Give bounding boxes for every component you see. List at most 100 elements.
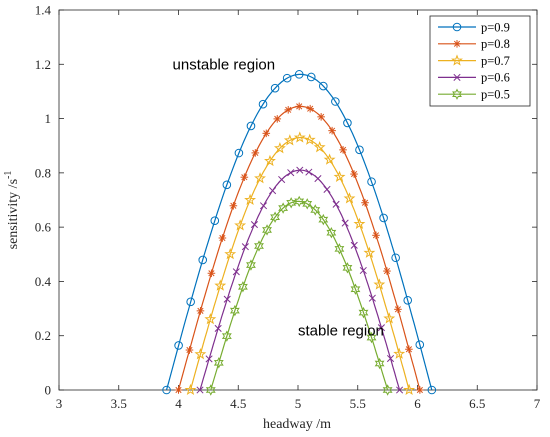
data-point-marker: [416, 386, 424, 394]
data-point-marker: [294, 195, 305, 208]
legend-marker: [453, 73, 461, 81]
cross-stroke: [223, 295, 231, 303]
cross-stroke: [332, 200, 340, 208]
asterisk-stroke: [372, 232, 380, 239]
y-tick-label: 0: [45, 383, 52, 398]
data-point-marker: [223, 295, 231, 303]
cross-stroke: [453, 73, 461, 81]
data-point-marker: [210, 216, 220, 225]
data-point-marker: [405, 345, 413, 354]
cross-stroke: [323, 185, 331, 193]
data-point-marker: [234, 148, 244, 158]
annotation-unstable-region: unstable region: [173, 57, 276, 74]
y-axis-label: sensitivity /s-1: [3, 171, 21, 250]
data-point-marker: [427, 385, 437, 395]
data-point-marker: [282, 73, 292, 83]
x-tick-label: 6: [414, 396, 421, 411]
data-point-marker: [214, 279, 227, 291]
x-tick-label: 5: [295, 396, 302, 411]
data-point-marker: [273, 142, 286, 154]
legend-entry: p=0.8: [438, 37, 510, 51]
data-point-marker: [355, 145, 364, 155]
data-point-marker: [296, 166, 304, 174]
legend-label: p=0.8: [481, 37, 510, 51]
data-point-marker: [254, 240, 264, 252]
data-point-marker: [314, 175, 322, 183]
legend-entry: p=0.5: [438, 88, 510, 102]
x-tick-label: 3.5: [111, 396, 127, 411]
cross-stroke: [250, 221, 258, 229]
data-point-marker: [258, 99, 268, 109]
data-point-marker: [359, 266, 367, 275]
data-point-marker: [334, 243, 345, 255]
data-point-marker: [222, 180, 232, 190]
data-point-marker: [383, 312, 396, 324]
cross-stroke: [377, 324, 385, 332]
series-line: [210, 200, 389, 391]
cross-stroke: [368, 294, 376, 302]
data-point-marker: [262, 129, 271, 138]
data-point-marker: [323, 185, 331, 193]
cross-stroke: [305, 168, 313, 176]
data-point-marker: [251, 149, 260, 157]
data-point-marker: [361, 198, 369, 207]
data-point-marker: [372, 231, 380, 240]
data-point-marker: [305, 168, 313, 176]
series-p-0-5: [205, 195, 393, 396]
legend-entry: p=0.9: [438, 20, 510, 34]
data-point-marker: [278, 175, 286, 184]
legend-label: p=0.6: [481, 71, 510, 85]
data-point-marker: [287, 169, 295, 177]
legend-marker: [452, 88, 462, 100]
data-point-marker: [350, 241, 358, 249]
data-point-marker: [186, 297, 195, 307]
data-point-marker: [254, 172, 266, 184]
data-point-marker: [303, 133, 316, 145]
data-point-marker: [224, 247, 237, 260]
x-tick-label: 4.5: [230, 396, 246, 411]
data-point-marker: [218, 234, 227, 242]
data-point-marker: [317, 113, 325, 121]
y-tick-label: 0.6: [35, 220, 52, 235]
legend: p=0.9 p=0.8 p=0.7 p=0.6 p=0.5: [429, 15, 531, 107]
asterisk-stroke: [219, 234, 226, 242]
y-tick-label: 1: [45, 111, 52, 126]
asterisk-stroke: [252, 149, 259, 156]
data-point-marker: [214, 324, 222, 332]
data-point-marker: [246, 259, 256, 271]
y-tick-label: 0.8: [35, 165, 51, 180]
legend-label: p=0.7: [481, 54, 510, 68]
data-point-marker: [323, 153, 336, 165]
cross-stroke: [232, 268, 240, 276]
x-tick-label: 6.5: [469, 396, 485, 411]
data-point-marker: [286, 197, 297, 209]
data-point-marker: [326, 226, 337, 239]
data-point-marker: [229, 201, 238, 210]
data-point-marker: [213, 357, 224, 369]
x-tick-label: 7: [534, 396, 541, 411]
cross-stroke: [359, 266, 367, 275]
data-point-marker: [270, 211, 281, 223]
asterisk-stroke: [230, 202, 237, 209]
data-point-marker: [232, 268, 240, 276]
data-point-marker: [328, 126, 336, 135]
data-point-marker: [269, 187, 277, 195]
data-point-marker: [333, 170, 346, 182]
cross-stroke: [205, 355, 213, 363]
y-tick-label: 1.4: [35, 3, 52, 18]
data-point-marker: [250, 221, 258, 229]
data-point-marker: [205, 384, 216, 396]
asterisk-stroke: [394, 306, 402, 313]
data-point-marker: [343, 192, 356, 204]
series-p-0-6: [196, 166, 404, 394]
data-point-marker: [162, 385, 171, 395]
data-point-marker: [403, 383, 416, 396]
data-point-marker: [310, 204, 321, 216]
cross-stroke: [196, 386, 204, 394]
x-tick-label: 4: [175, 396, 182, 411]
legend-entry: p=0.6: [438, 71, 510, 85]
data-point-marker: [306, 72, 316, 82]
data-point-marker: [386, 354, 395, 363]
data-point-marker: [339, 146, 347, 154]
series-p-0-8: [174, 102, 424, 394]
